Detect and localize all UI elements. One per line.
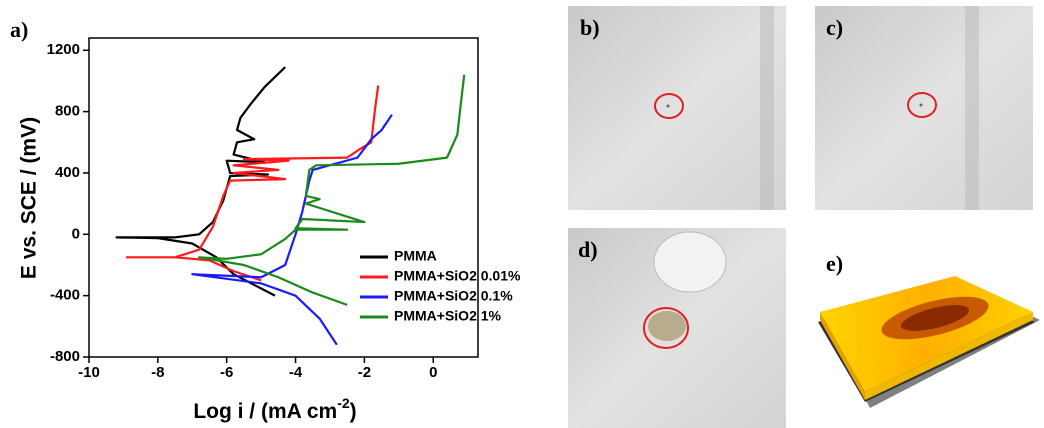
series-line: [115, 66, 286, 297]
x-tick-label: -4: [289, 364, 303, 381]
photo-d: d): [568, 228, 786, 428]
x-axis-label-sup: -2: [337, 395, 350, 411]
x-axis-label-part: ): [350, 400, 357, 423]
series-line: [191, 114, 393, 346]
panel-label: d): [578, 237, 598, 262]
panel-label: a): [10, 17, 28, 42]
photo-c: c): [815, 6, 1033, 210]
legend-label: PMMA: [394, 248, 437, 264]
y-tick-label: 0: [72, 225, 80, 242]
panel-label: e): [826, 251, 843, 276]
plot-frame: [88, 37, 479, 358]
y-tick-label: -800: [50, 348, 80, 365]
x-tick-label: -2: [358, 364, 371, 381]
y-tick-label: 800: [55, 103, 80, 120]
photo-e: e): [818, 251, 1040, 408]
series-line: [125, 85, 380, 282]
panel-label: c): [826, 15, 843, 40]
panel-label: b): [580, 15, 600, 40]
legend-label: PMMA+SiO2 0.01%: [394, 268, 521, 284]
y-tick-label: 1200: [47, 41, 80, 58]
x-tick-label: -8: [151, 364, 164, 381]
photo-b: b): [568, 6, 786, 210]
x-tick-label: 0: [429, 364, 437, 381]
x-tick-label: -6: [220, 364, 233, 381]
y-axis-label: E vs. SCE / (mV): [18, 117, 41, 279]
legend-label: PMMA+SiO2 0.1%: [394, 288, 513, 304]
x-tick-label: -10: [78, 364, 100, 381]
series-line: [198, 74, 466, 306]
x-axis-label-part: Log i / (mA cm: [193, 400, 337, 423]
x-axis-label: Log i / (mA cm-2): [193, 395, 356, 423]
y-tick-label: 400: [55, 164, 80, 181]
y-tick-label: -400: [50, 287, 80, 304]
legend-label: PMMA+SiO2 1%: [394, 308, 502, 324]
